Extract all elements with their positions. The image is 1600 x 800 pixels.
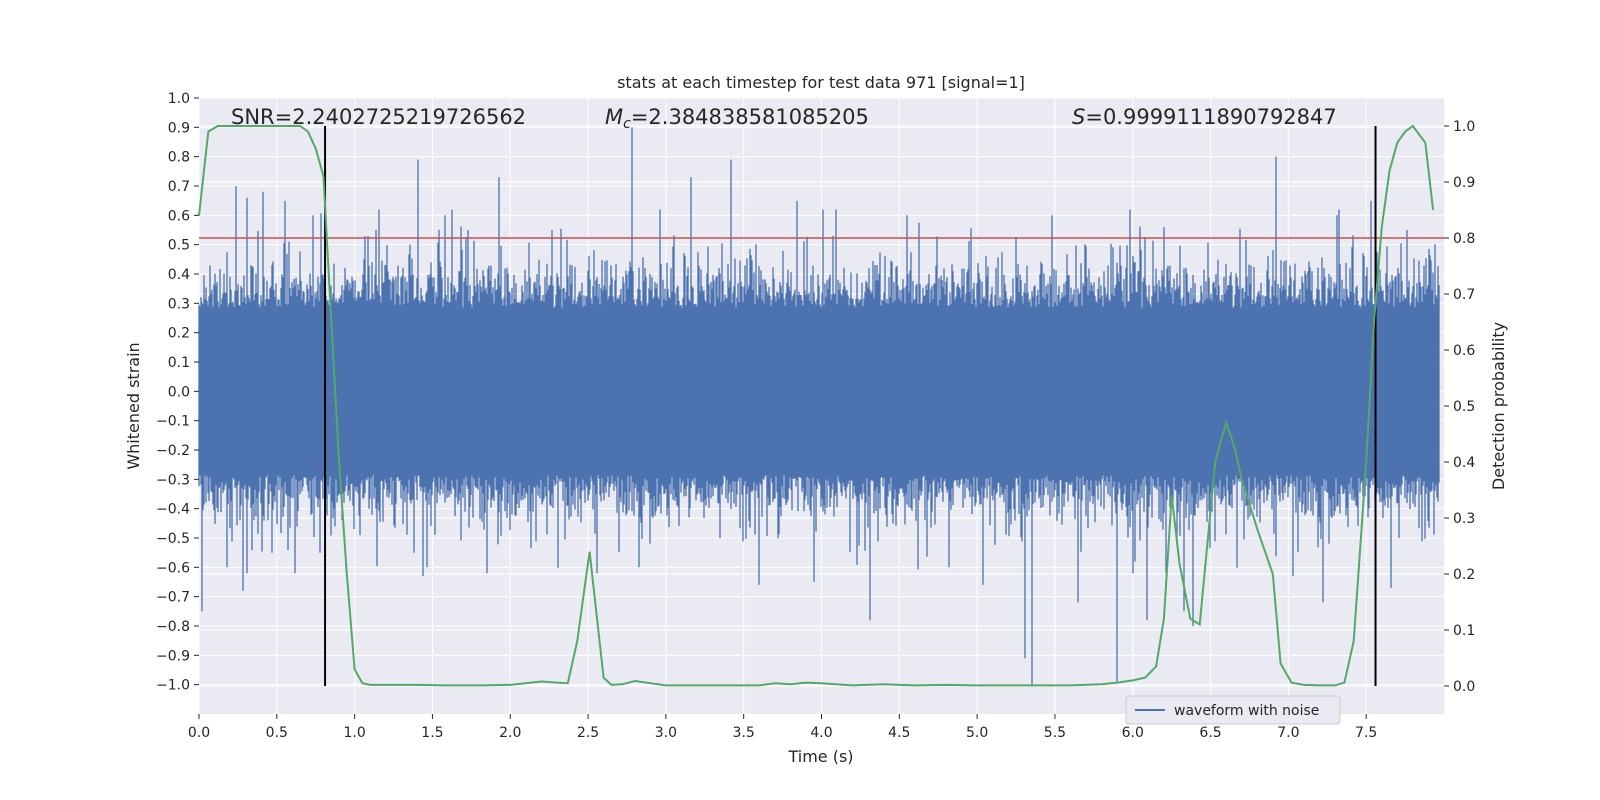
y-tick-label: −0.8 <box>156 619 190 635</box>
y2-tick-label: 0.4 <box>1453 455 1475 471</box>
y-tick-label: −1.0 <box>156 678 190 694</box>
y-tick-label: 0.5 <box>168 238 190 254</box>
y2-tick-label: 0.2 <box>1453 567 1475 583</box>
y2-tick-label: 0.9 <box>1453 175 1475 191</box>
x-tick-label: 0.5 <box>266 725 288 741</box>
score-annotation: S=0.9999111890792847 <box>1072 105 1337 129</box>
detection-probability-line <box>198 124 1435 687</box>
y-tick-label: −0.6 <box>156 560 190 576</box>
y-tick-label: −0.9 <box>156 648 190 664</box>
y-tick-label: −0.7 <box>156 590 190 606</box>
x-tick-label: 7.5 <box>1355 725 1377 741</box>
y2-tick-label: 0.5 <box>1453 399 1475 415</box>
y-tick-label: 0.6 <box>168 208 190 224</box>
tick-labels: 0.0 0.5 1.0 1.5 2.0 2.5 3.0 3.5 4.0 4.5 5.0 5.5 6.0 6… <box>156 91 1475 741</box>
y-tick-label: −0.2 <box>156 443 190 459</box>
chart-title: stats at each timestep for test data 971… <box>617 73 1025 92</box>
legend-label: waveform with noise <box>1174 703 1319 719</box>
y2-tick-label: 0.8 <box>1453 231 1475 247</box>
legend: waveform with noise <box>1125 695 1341 725</box>
y-tick-label: 0.0 <box>168 384 190 400</box>
x-tick-label: 3.0 <box>655 725 677 741</box>
x-tick-label: 0.0 <box>188 725 210 741</box>
chirp-mass-annotation: Mc=2.384838581085205 <box>605 105 869 132</box>
x-tick-label: 5.0 <box>966 725 988 741</box>
x-axis-label: Time (s) <box>787 747 853 766</box>
y-tick-label: 0.8 <box>168 150 190 166</box>
y2-tick-label: 0.6 <box>1453 343 1475 359</box>
y2-tick-label: 0.3 <box>1453 511 1475 527</box>
y-tick-label: 0.7 <box>168 179 190 195</box>
x-tick-label: 6.5 <box>1199 725 1221 741</box>
y-tick-label: 0.9 <box>168 120 190 136</box>
y-tick-label: −0.1 <box>156 414 190 430</box>
x-tick-label: 7.0 <box>1277 725 1299 741</box>
x-tick-label: 3.5 <box>733 725 755 741</box>
x-tick-label: 1.5 <box>421 725 443 741</box>
y2-tick-label: 0.0 <box>1453 679 1475 695</box>
x-tick-label: 4.5 <box>888 725 910 741</box>
y2-tick-label: 0.1 <box>1453 623 1475 639</box>
x-tick-label: 2.5 <box>577 725 599 741</box>
y-tick-label: −0.3 <box>156 472 190 488</box>
y-tick-label: −0.5 <box>156 531 190 547</box>
y-tick-label: 0.1 <box>168 355 190 371</box>
y-tick-label: −0.4 <box>156 502 190 518</box>
y-tick-label: 0.3 <box>168 296 190 312</box>
probability-series <box>198 124 1435 687</box>
y-tick-label: 1.0 <box>168 91 190 107</box>
y-tick-label: 0.4 <box>168 267 190 283</box>
y2-tick-label: 1.0 <box>1453 119 1475 135</box>
x-tick-label: 1.0 <box>343 725 365 741</box>
snr-annotation: SNR=2.2402725219726562 <box>231 105 526 129</box>
x-tick-label: 2.0 <box>499 725 521 741</box>
x-tick-label: 5.5 <box>1044 725 1066 741</box>
y-tick-label: 0.2 <box>168 326 190 342</box>
legend-box <box>1125 695 1341 725</box>
x-tick-label: 4.0 <box>810 725 832 741</box>
y2-tick-label: 0.7 <box>1453 287 1475 303</box>
y2-axis-label: Detection probability <box>1489 322 1508 490</box>
y-axis-label: Whitened strain <box>124 342 143 469</box>
x-tick-label: 6.0 <box>1122 725 1144 741</box>
